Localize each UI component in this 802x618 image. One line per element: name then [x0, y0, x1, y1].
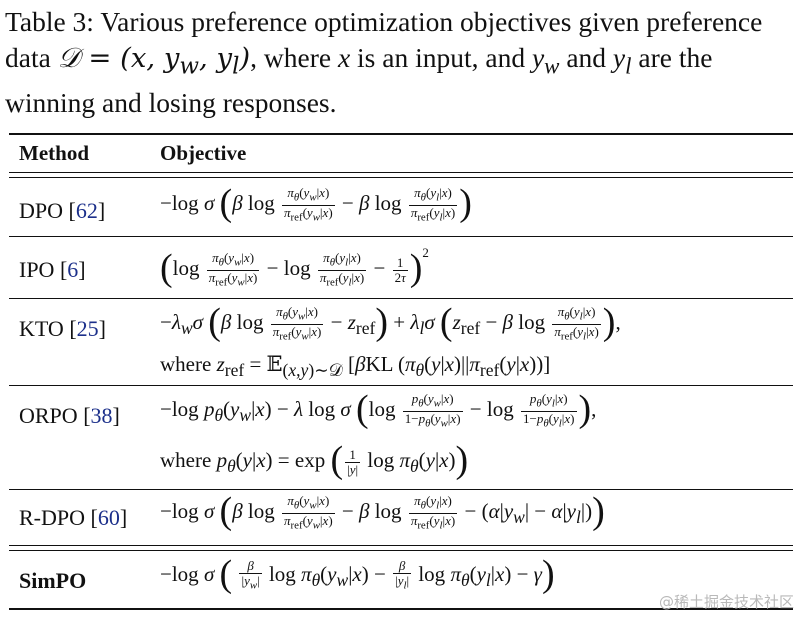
row-rule-double-1 [9, 545, 793, 546]
caption-dataset-math: 𝒟 = (x, yw, yl) [57, 41, 251, 80]
row-rule [9, 236, 793, 237]
objective-kto-line1: −λwσ (β log πθ(yw|x) πref(yw|x) − zref) +… [160, 301, 621, 344]
row-rule-double-2 [9, 550, 793, 551]
header-objective: Objective [160, 141, 247, 165]
method-orpo: ORPO [38] [19, 403, 120, 428]
objective-rdpo: −log σ (β log πθ(yw|x) πref(yw|x) − β log… [160, 490, 605, 533]
caption-text: Table 3: Various preference optimization… [5, 6, 763, 73]
header-rule-2 [9, 177, 793, 178]
citation-link[interactable]: 6 [67, 257, 79, 282]
table-caption: Table 3: Various preference optimization… [5, 6, 763, 118]
citation-link[interactable]: 38 [90, 403, 113, 428]
objective-orpo-line1: −log pθ(yw|x) − λ log σ (log pθ(yw|x) 1−p… [160, 388, 597, 431]
method-ipo: IPO [6] [19, 257, 86, 282]
watermark: @稀土掘金技术社区 [658, 593, 794, 611]
objective-kto-line2: where zref = 𝔼(x,y)∼𝒟 [βKL (πθ(y|x)||πre… [160, 352, 551, 381]
row-rule [9, 385, 793, 386]
header-rule-1 [9, 172, 793, 173]
top-rule [9, 133, 793, 135]
objective-dpo: −log σ (β log πθ(yw|x) πref(yw|x) − β log… [160, 182, 472, 225]
row-rule [9, 298, 793, 299]
method-kto: KTO [25] [19, 316, 106, 341]
bottom-rule [9, 608, 793, 610]
citation-link[interactable]: 25 [76, 316, 99, 341]
objective-orpo-line2: where pθ(y|x) = exp (1 |y| log πθ(y|x)) [160, 439, 469, 481]
method-simpo: SimPO [19, 568, 87, 593]
method-rdpo: R-DPO [60] [19, 505, 128, 530]
row-rule [9, 489, 793, 490]
citation-link[interactable]: 62 [75, 198, 98, 223]
citation-link[interactable]: 60 [97, 505, 120, 530]
method-dpo: DPO [62] [19, 198, 106, 223]
objective-simpo: −log σ ( β |yw| log πθ(yw|x) − β |yl| log … [160, 553, 555, 595]
objective-ipo: (log πθ(yw|x) πref(yw|x) − log πθ(yl|x) πr… [160, 245, 429, 290]
header-method: Method [19, 141, 89, 165]
